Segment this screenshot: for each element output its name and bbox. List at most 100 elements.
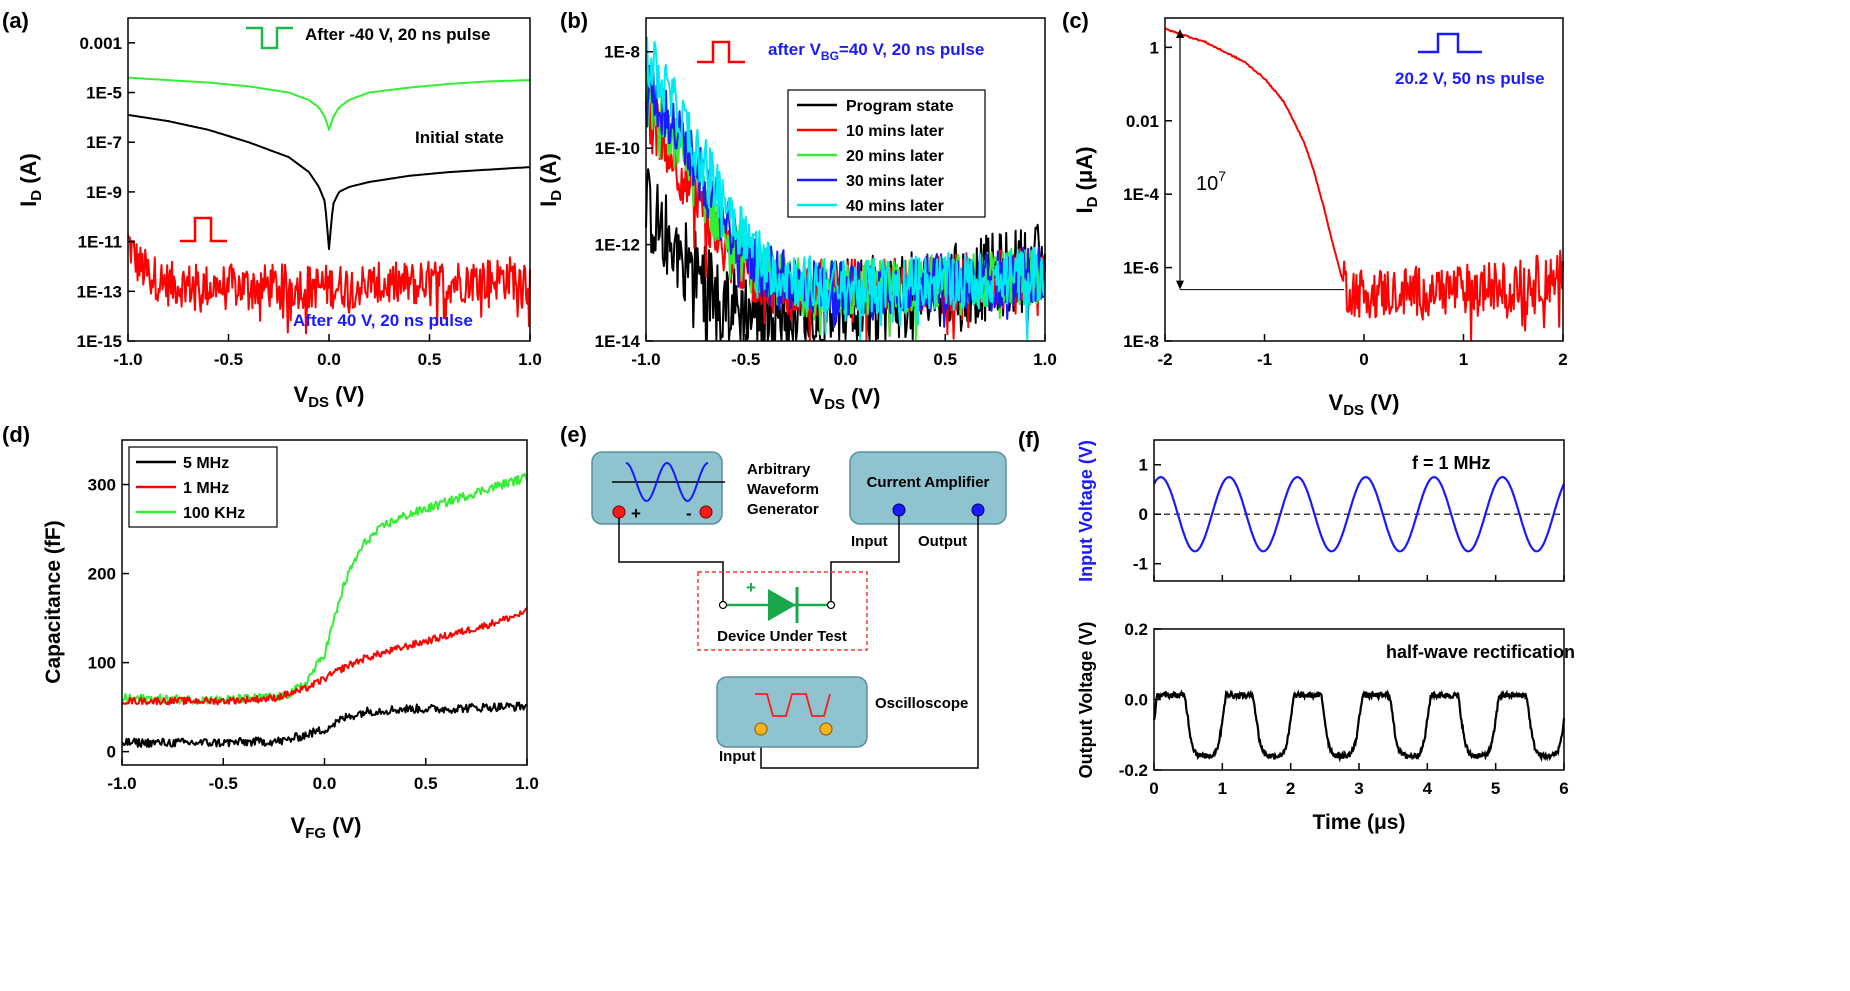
panel-f-top-title: f = 1 MHz [1412,453,1491,473]
x-tick-label: 1.0 [1033,350,1057,369]
x-tick-label: 3 [1354,779,1363,798]
y-tick-label: -0.2 [1119,761,1148,780]
legend-box [787,89,986,218]
y-tick-label: 0 [107,743,116,762]
x-tick-label: 0.0 [317,350,341,369]
panel-label-f: (f) [1018,427,1040,452]
x-tick-label: 0 [1149,779,1158,798]
annotation-initial-state: Initial state [415,128,504,147]
legend-entry: 20 mins later [846,148,944,165]
panel-f-top-frame [1153,439,1565,582]
panel-c: (c) 20.2 V, 50 ns pulse 107 1 0.01 1E-4 1E-… [1062,8,1568,419]
panel-label-d: (d) [2,422,30,447]
panel-b: (b) after VBG=40 V, 20 ns pulse Program … [536,8,1057,413]
x-tick-label: 2 [1558,350,1567,369]
output-voltage-line [1152,689,1566,763]
legend-entry: 100 KHz [183,505,245,522]
legend-entry: 30 mins later [846,173,944,190]
panel-label-c: (c) [1062,8,1089,33]
series-line [645,36,1046,341]
x-tick-label: 4 [1423,779,1433,798]
x-tick-label: -0.5 [214,350,243,369]
y-tick-label: 0.2 [1124,620,1148,639]
panel-c-plot-area [1164,27,1564,341]
oscilloscope-label: Oscilloscope [875,695,968,712]
x-tick-label: -2 [1157,350,1172,369]
panel-a: (a) After -40 V, 20 ns pulse Initial sta… [2,8,542,411]
legend-entry: 5 MHz [183,455,229,472]
y-tick-label: 1E-5 [86,84,122,103]
panel-label-b: (b) [560,8,588,33]
pulse-positive-icon [180,216,227,243]
panel-a-axes: 0.001 1E-5 1E-7 1E-9 1E-11 1E-13 1E-15-1.0 -0.5… [77,34,542,369]
y-tick-label: 1E-13 [77,282,122,301]
ratio-arrow-head-down [1176,280,1184,290]
pulse-negative-icon [246,26,293,50]
series-line [1164,27,1564,341]
current-amplifier-label: Current Amplifier [867,474,990,491]
y-tick-label: 1E-14 [595,332,641,351]
x-tick-label: 6 [1559,779,1568,798]
annotation-after-neg40v: After -40 V, 20 ns pulse [305,25,491,44]
y-tick-label: 1E-9 [86,183,122,202]
x-tick-label: 0 [1359,350,1368,369]
y-tick-label: 1E-8 [604,43,640,62]
dut-box [697,571,868,651]
panel-b-plot-area [645,36,1046,341]
panel-b-axes: 1E-8 1E-10 1E-12 1E-14-1.0 -0.5 0.0 0.5 1.0 [595,43,1057,369]
awg-label-line-2: Waveform [747,481,819,498]
x-tick-label: 1 [1459,350,1468,369]
oscilloscope-input-label: Input [719,748,756,765]
wire-amplifier-to-oscilloscope [760,516,979,769]
y-tick-label: 0.01 [1126,112,1159,131]
panel-e-schematic: (e) + - Arbitrary Waveform Generator Cur… [560,422,1007,769]
panel-a-y-axis-label: ID (A) [16,153,45,207]
panel-d-y-axis-label: Capacitance (fF) [42,520,65,683]
y-tick-label: 100 [88,654,116,673]
x-tick-label: 5 [1491,779,1500,798]
diode-icon [768,589,796,621]
on-off-ratio-label: 107 [1196,168,1226,195]
panel-c-axes: 1 0.01 1E-4 1E-6 1E-8-2 -1 0 1 2 [1123,38,1568,369]
y-tick-label: -1 [1133,555,1148,574]
panel-d-legend: 5 MHz 1 MHz 100 KHz [128,446,278,528]
y-tick-label: 1E-6 [1123,259,1159,278]
x-tick-label: 0.5 [418,350,442,369]
awg-label-line-3: Generator [747,501,819,518]
pulse-positive-icon [1418,32,1482,54]
on-off-ratio-marker [1176,29,1345,291]
oscilloscope-waveform-icon [755,693,831,717]
panel-f-bottom-axes: 0.2 0.0 -0.20 1 2 3 4 5 6 [1119,620,1569,798]
x-tick-label: -0.5 [209,774,238,793]
series-line [127,234,531,335]
panel-f-bottom-title: half-wave rectification [1386,642,1575,662]
y-tick-label: 1E-11 [78,233,122,252]
x-tick-label: 0.0 [834,350,858,369]
panel-f-top-axes: 1 0 -1 [1133,456,1565,581]
x-tick-label: 1.0 [515,774,539,793]
dut-label: Device Under Test [717,628,847,645]
annotation-after-40v: After 40 V, 20 ns pulse [293,311,473,330]
awg-box [591,451,723,525]
y-tick-label: 1E-8 [1123,332,1159,351]
series-line [127,113,531,251]
panel-f-top-y-axis-label: Input Voltage (V) [1076,440,1096,582]
ratio-arrow-head-up [1176,29,1184,39]
legend-entry: 10 mins later [846,123,944,140]
panel-f-top-plot-area [1153,475,1565,553]
series-line [121,701,527,748]
input-voltage-line [1153,475,1565,553]
oscilloscope-box [716,676,868,748]
y-tick-label: 1E-10 [595,139,640,158]
legend-entry: 1 MHz [183,480,229,497]
x-tick-label: 2 [1286,779,1295,798]
y-tick-label: 300 [88,476,116,495]
y-tick-label: 1E-15 [77,332,122,351]
dut-plus-sign: + [746,578,756,597]
x-tick-label: -1.0 [113,350,142,369]
dut-terminal-right [826,600,836,610]
dut-terminal-left [718,600,728,610]
x-tick-label: -1.0 [631,350,660,369]
panel-d-plot-area [121,472,528,748]
y-tick-label: 1E-12 [595,236,640,255]
